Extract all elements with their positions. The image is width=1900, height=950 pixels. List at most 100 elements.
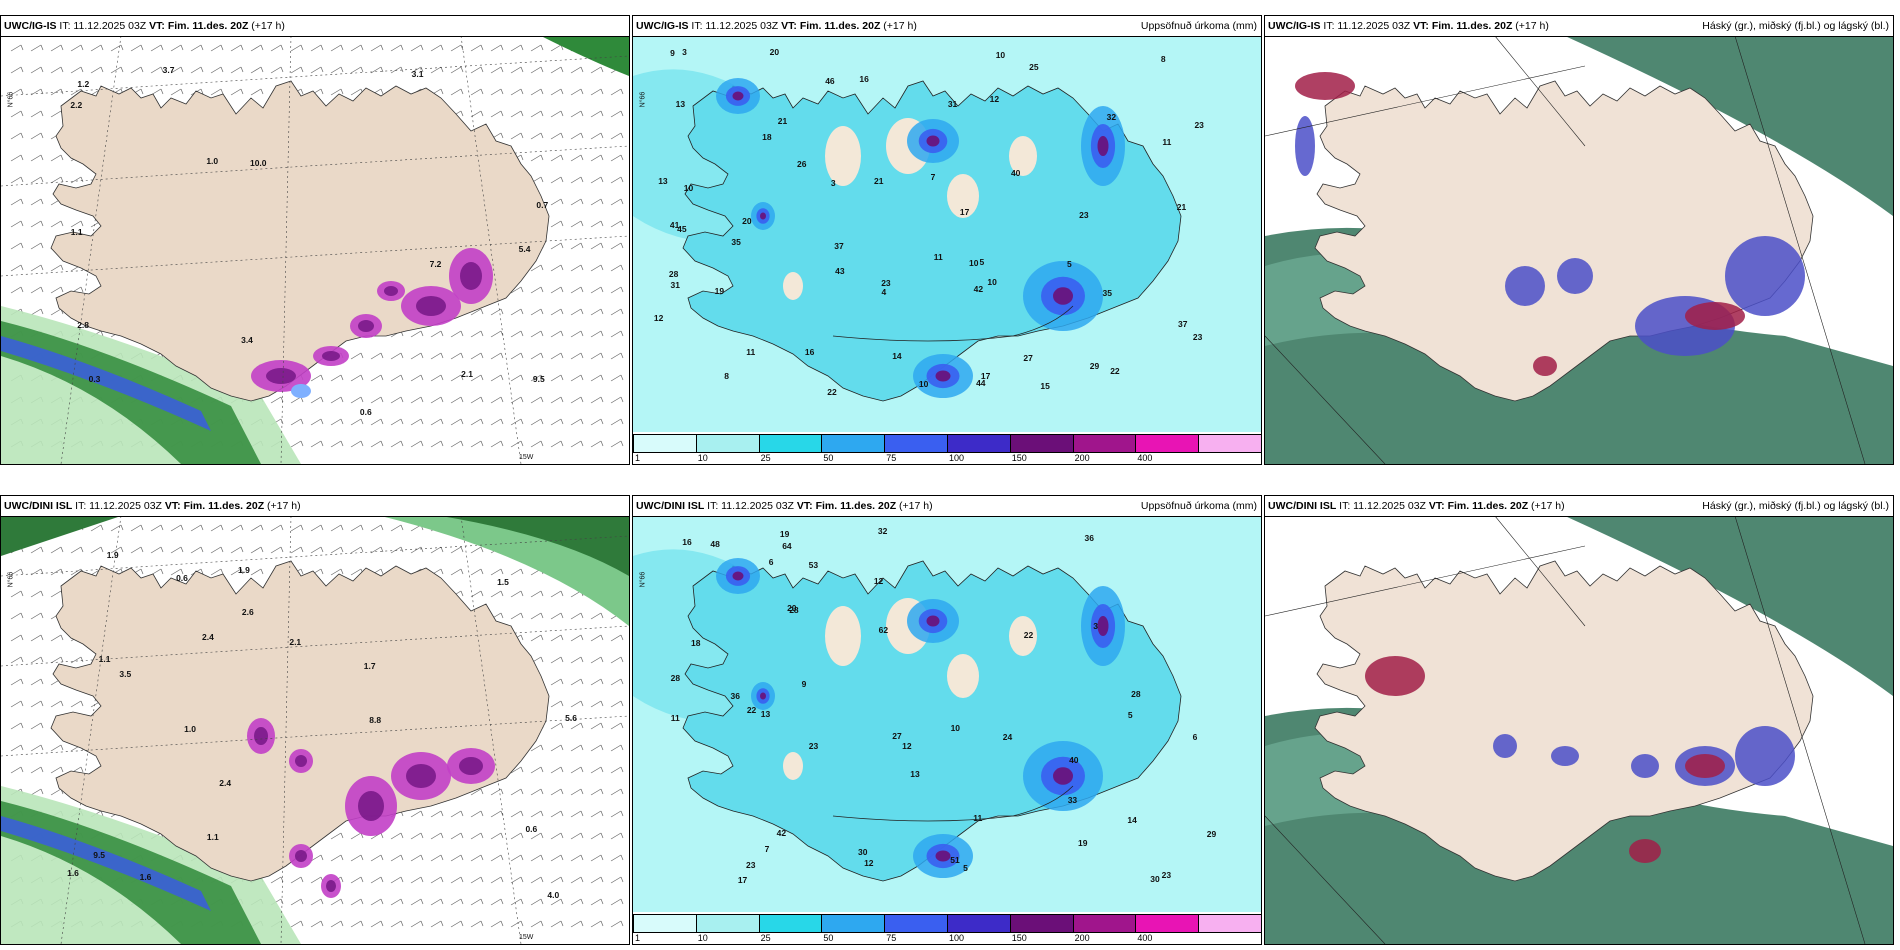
- precipitation-map: [633, 36, 1261, 432]
- colorbar-swatch: [633, 434, 697, 453]
- panel-title: Uppsöfnuð úrkoma (mm): [1140, 20, 1257, 32]
- value-label: 1.0: [184, 723, 196, 734]
- value-label: 23: [808, 740, 819, 751]
- value-label: 51: [950, 854, 960, 865]
- value-label: 2.1: [289, 636, 302, 647]
- model-name: UWC/IG-IS: [4, 20, 57, 32]
- value-label: 9.5: [93, 850, 106, 861]
- longitude-label: 15W: [519, 934, 534, 941]
- colorbar-tick-label: 25: [760, 933, 771, 943]
- init-time: IT: 11.12.2025 03Z: [75, 500, 162, 512]
- colorbar-swatch: [1198, 914, 1261, 933]
- value-label: 4: [881, 286, 887, 297]
- value-label: 18: [691, 637, 701, 648]
- value-label: 23: [1161, 869, 1172, 880]
- value-label: 1.6: [67, 868, 79, 879]
- colorbar-tick-label: 100: [949, 933, 965, 943]
- panel-header: UWC/DINI ISL IT: 11.12.2025 03Z VT: Fim.…: [1, 496, 629, 517]
- value-label: 8.8: [369, 714, 382, 725]
- value-label: 16: [859, 74, 869, 85]
- value-label: 3: [682, 47, 687, 58]
- value-label: 5: [963, 863, 968, 874]
- value-label: 62: [878, 624, 889, 635]
- value-label: 1.1: [70, 226, 83, 237]
- colorbar-swatch: [1198, 434, 1261, 453]
- value-label: 35: [1102, 287, 1112, 298]
- colorbar-tick-label: 200: [1074, 933, 1090, 943]
- value-label: 21: [874, 175, 884, 186]
- colorbar-swatch: [1072, 434, 1137, 453]
- colorbar-swatch: [947, 434, 1011, 453]
- value-label: 9: [670, 48, 675, 59]
- value-label: 40: [1069, 754, 1079, 765]
- map-panel-wind: UWC/DINI ISL IT: 11.12.2025 03Z VT: Fim.…: [0, 495, 630, 945]
- colorbar-tick-label: 1: [635, 933, 641, 943]
- value-label: 1.5: [497, 576, 509, 587]
- value-label: 0.6: [359, 406, 372, 417]
- valid-time-label: VT:: [1428, 500, 1445, 512]
- value-label: 3.4: [241, 335, 253, 346]
- value-label: 1.7: [363, 661, 376, 672]
- value-label: 13: [658, 176, 668, 187]
- value-label: 29: [1206, 829, 1217, 840]
- colorbar-swatch: [758, 914, 823, 933]
- value-label: 19: [714, 285, 725, 296]
- value-label: 17: [980, 371, 991, 382]
- colorbar-tick-label: 400: [1137, 933, 1153, 943]
- map-panel-cloud: UWC/DINI ISL IT: 11.12.2025 03Z VT: Fim.…: [1264, 495, 1894, 945]
- colorbar-tick-label: 400: [1137, 453, 1153, 463]
- value-label: 20: [787, 603, 797, 614]
- value-label: 18: [762, 131, 772, 142]
- colorbar-tick-label: 75: [886, 933, 897, 943]
- colorbar-tick-label: 150: [1011, 933, 1027, 943]
- value-label: 9.5: [532, 374, 545, 385]
- wind-map: [1, 36, 629, 464]
- panel-header: UWC/DINI ISL IT: 11.12.2025 03Z VT: Fim.…: [633, 496, 1261, 517]
- value-label: 37: [1177, 318, 1188, 329]
- value-label: 2.8: [77, 319, 90, 330]
- value-label: 1.2: [77, 79, 90, 90]
- value-label: 24: [1002, 731, 1013, 742]
- value-label: 8: [724, 370, 729, 381]
- value-label: 7: [930, 171, 936, 182]
- value-label: 12: [902, 740, 912, 751]
- wind-map: [1, 516, 629, 944]
- value-label: 22: [827, 387, 837, 398]
- value-label: 2.6: [241, 606, 254, 617]
- value-label: 6: [768, 556, 774, 567]
- value-label: 22: [1110, 366, 1120, 377]
- value-label: 28: [1131, 689, 1141, 700]
- latitude-label: N°66: [7, 91, 15, 108]
- valid-time-label: VT:: [1413, 20, 1429, 32]
- value-label: 28: [668, 268, 679, 279]
- value-label: 0.6: [176, 573, 188, 584]
- colorbar-swatch: [1135, 914, 1200, 933]
- value-label: 43: [835, 265, 845, 276]
- valid-time: Fim. 11.des. 20Z: [799, 20, 881, 32]
- value-label: 19: [779, 528, 790, 539]
- value-label: 10: [918, 378, 929, 389]
- panel-title: Háský (gr.), miðský (fj.bl.) og lágský (…: [1702, 20, 1889, 32]
- init-time: IT: 11.12.2025 03Z: [691, 20, 779, 32]
- colorbar-swatch: [947, 914, 1011, 933]
- valid-time-label: VT:: [796, 500, 813, 512]
- value-label: 3: [830, 177, 836, 188]
- value-label: 12: [989, 94, 1000, 105]
- colorbar-tick-label: 25: [760, 453, 771, 463]
- valid-time-label: VT:: [781, 20, 797, 32]
- value-label: 2.4: [202, 632, 214, 643]
- value-label: 44: [976, 378, 986, 389]
- value-label: 28: [789, 605, 799, 616]
- value-label: 3: [1093, 621, 1098, 632]
- value-label: 21: [1176, 201, 1187, 212]
- precipitation-map: [633, 516, 1261, 912]
- value-label: 42: [776, 828, 787, 839]
- value-label: 0.3: [88, 373, 101, 384]
- value-label: 4.0: [547, 890, 560, 901]
- value-label: 31: [670, 279, 680, 290]
- value-label: 42: [973, 283, 984, 294]
- value-label: 11: [746, 346, 756, 357]
- cloud-cover-map: [1265, 516, 1893, 944]
- value-label: 11: [973, 812, 983, 823]
- init-time: IT: 11.12.2025 03Z: [1339, 500, 1426, 512]
